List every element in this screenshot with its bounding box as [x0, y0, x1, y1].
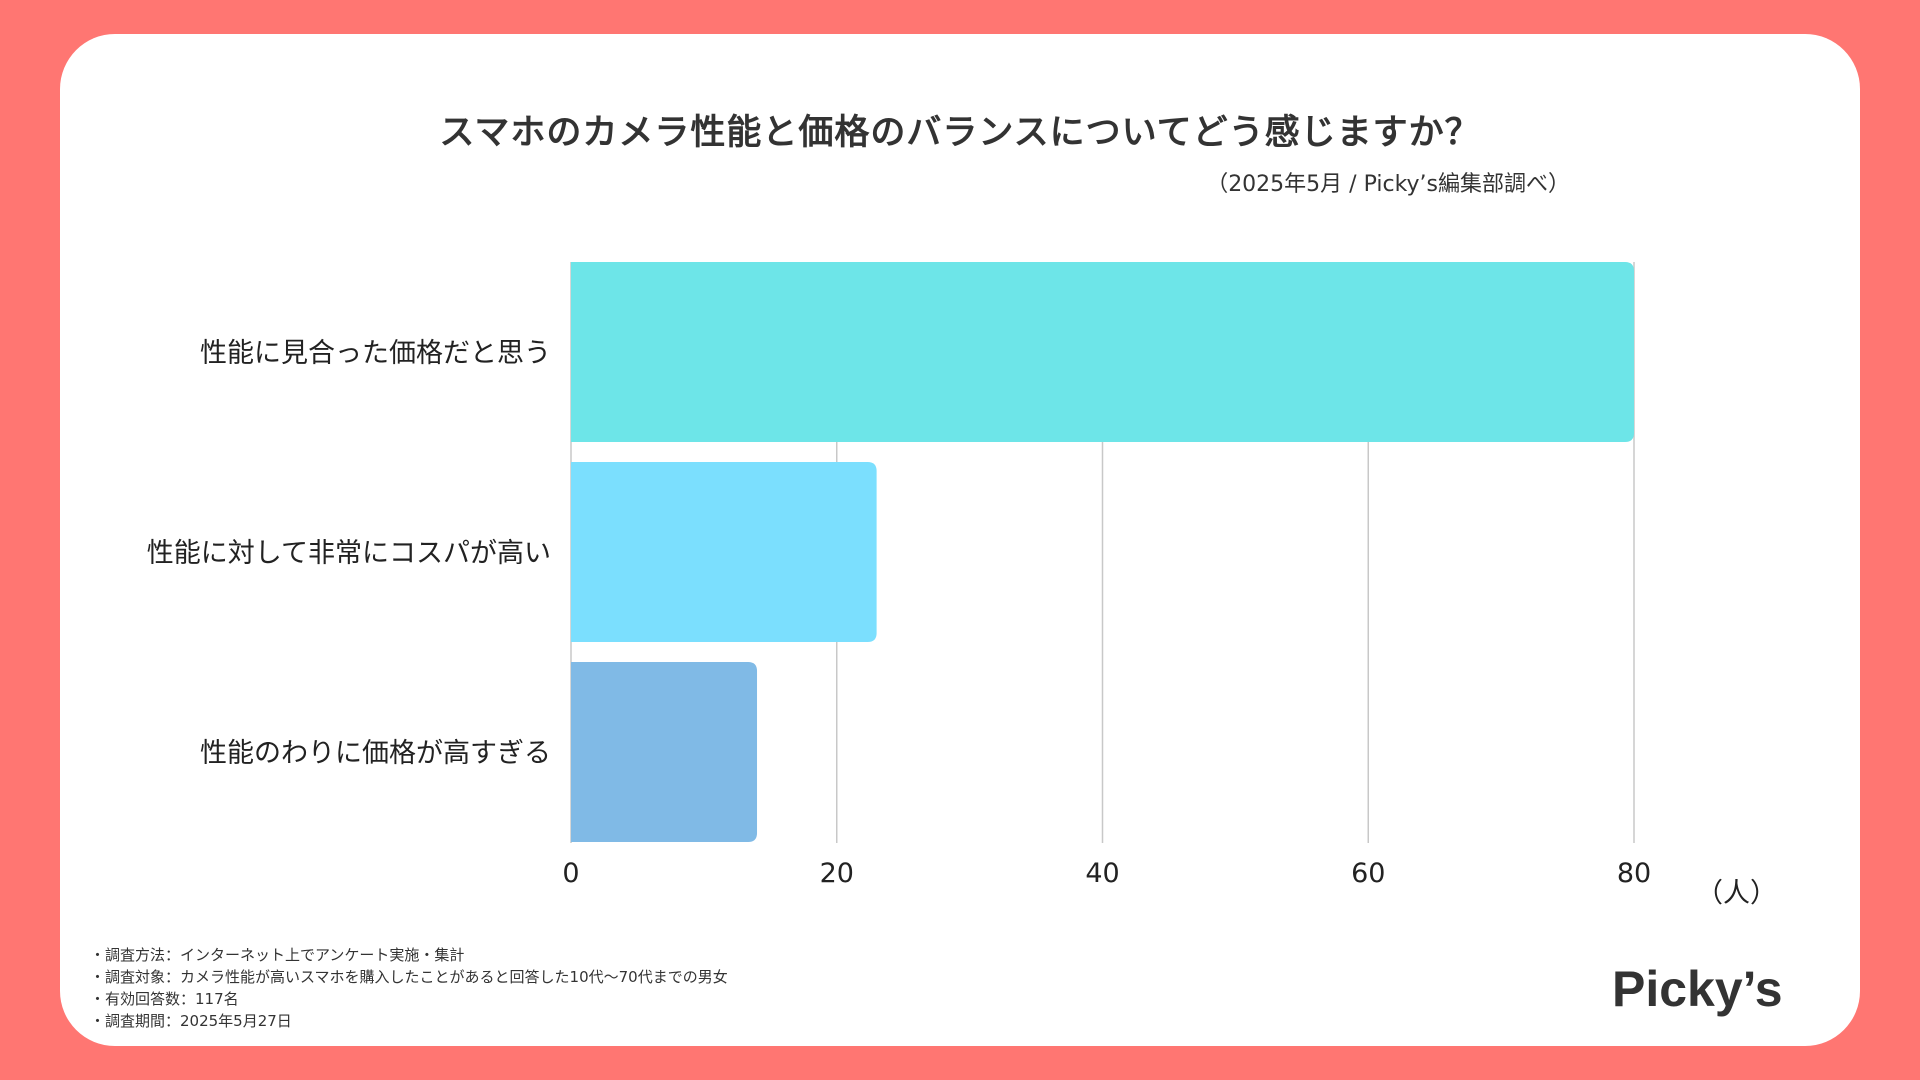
bar: [571, 262, 1634, 442]
chart-title: スマホのカメラ性能と価格のバランスについてどう感じますか？: [439, 113, 1481, 153]
bar: [571, 662, 758, 842]
note-method: ・調査方法：インターネット上でアンケート実施・集計: [90, 946, 465, 964]
source-note: （2025年5月 / Picky’s編集部調べ）: [1206, 172, 1570, 197]
category-label: 性能のわりに価格が高すぎる: [200, 738, 551, 769]
picky-logo: Picky’s: [1612, 961, 1783, 1017]
category-label: 性能に対して非常にコスパが高い: [147, 538, 551, 569]
note-period: ・調査期間：2025年5月27日: [90, 1012, 292, 1030]
survey-notes: ・調査方法：インターネット上でアンケート実施・集計 ・調査対象：カメラ性能が高い…: [90, 944, 728, 1032]
x-tick-label: 20: [820, 858, 854, 889]
x-tick-label: 80: [1617, 858, 1651, 889]
note-count: ・有効回答数：117名: [90, 990, 239, 1008]
x-tick-label: 60: [1351, 858, 1385, 889]
note-target: ・調査対象：カメラ性能が高いスマホを購入したことがあると回答した10代〜70代ま…: [90, 968, 728, 986]
content-card: [60, 34, 1860, 1046]
category-label: 性能に見合った価格だと思う: [200, 338, 551, 369]
x-tick-label: 40: [1085, 858, 1119, 889]
x-tick-label: 0: [562, 858, 579, 889]
x-axis-unit: （人）: [1696, 878, 1777, 909]
bar: [571, 462, 877, 642]
